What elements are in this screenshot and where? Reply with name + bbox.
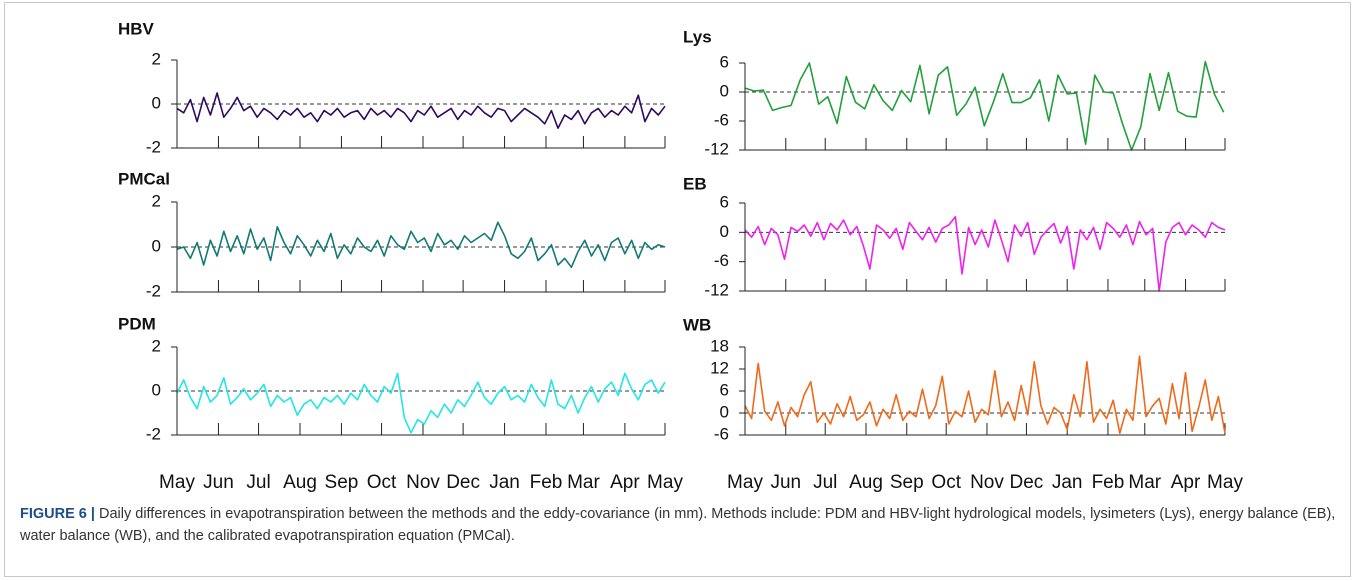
x-tick-label: Sep (325, 472, 359, 493)
y-tick-label: -2 (146, 137, 161, 156)
x-tick-label: Sep (890, 472, 924, 493)
y-tick-label: -2 (146, 424, 161, 443)
y-tick-label: -6 (714, 251, 729, 270)
y-tick-label: -12 (704, 139, 729, 158)
y-tick-label: 0 (720, 402, 729, 421)
y-tick-label: 18 (710, 336, 729, 355)
x-tick-label: Oct (931, 472, 961, 493)
y-tick-label: 0 (152, 380, 161, 399)
x-tick-label: Jul (246, 472, 270, 493)
caption-text: Daily differences in evapotranspiration … (20, 506, 1336, 544)
y-tick-label: 6 (720, 52, 729, 71)
x-tick-label: Nov (406, 472, 440, 493)
x-tick-label: Jan (1052, 472, 1083, 493)
panel-title: Lys (683, 27, 712, 46)
x-tick-label: Jan (489, 472, 520, 493)
y-tick-label: 2 (152, 336, 161, 355)
panel-title: PMCal (118, 169, 170, 188)
x-tick-label: Mar (567, 472, 600, 493)
data-line (176, 221, 666, 269)
y-tick-label: 2 (152, 49, 161, 68)
y-tick-label: -2 (146, 281, 161, 300)
data-line (176, 372, 666, 434)
data-line (744, 215, 1226, 292)
data-line (744, 60, 1225, 151)
panel-title: PDM (118, 314, 156, 333)
x-tick-label: Aug (849, 472, 883, 493)
y-tick-label: 0 (152, 236, 161, 255)
data-line (176, 92, 666, 129)
y-tick-label: 0 (720, 81, 729, 100)
caption-label: FIGURE 6 | (20, 506, 95, 522)
x-tick-label: Dec (446, 472, 480, 493)
x-tick-label: May (1207, 472, 1243, 493)
chart: HBV -2 0 2 PMCal -2 0 2 PDM -2 0 2 May Jun Jul Aug Sep Oc… (118, 19, 1243, 493)
y-tick-label: 2 (152, 191, 161, 210)
y-tick-label: -6 (714, 424, 729, 443)
x-tick-label: Aug (283, 472, 317, 493)
y-tick-label: 6 (720, 192, 729, 211)
y-tick-label: 0 (152, 93, 161, 112)
x-tick-label: Jun (770, 472, 801, 493)
x-tick-label: Apr (610, 472, 640, 493)
x-tick-label: Feb (530, 472, 563, 493)
x-tick-label: Mar (1128, 472, 1161, 493)
x-tick-label: Dec (1010, 472, 1044, 493)
y-tick-label: 0 (720, 222, 729, 241)
panel-title: WB (683, 315, 711, 334)
panel-title: HBV (118, 19, 155, 38)
x-tick-label: Jul (813, 472, 837, 493)
caption: FIGURE 6 | Daily differences in evapotra… (20, 503, 1340, 547)
figure-frame (4, 2, 1351, 577)
x-tick-label: Apr (1171, 472, 1201, 493)
x-tick-label: Oct (367, 472, 397, 493)
panel-title: EB (683, 174, 707, 193)
x-tick-label: May (727, 472, 763, 493)
x-tick-label: Feb (1092, 472, 1125, 493)
y-tick-label: -12 (704, 280, 729, 299)
x-tick-label: Jun (203, 472, 234, 493)
y-tick-label: 6 (720, 380, 729, 399)
y-tick-label: -6 (714, 110, 729, 129)
x-tick-label: May (159, 472, 195, 493)
x-tick-label: May (647, 472, 683, 493)
data-line (744, 355, 1226, 434)
x-tick-label: Nov (970, 472, 1004, 493)
y-tick-label: 12 (710, 358, 729, 377)
